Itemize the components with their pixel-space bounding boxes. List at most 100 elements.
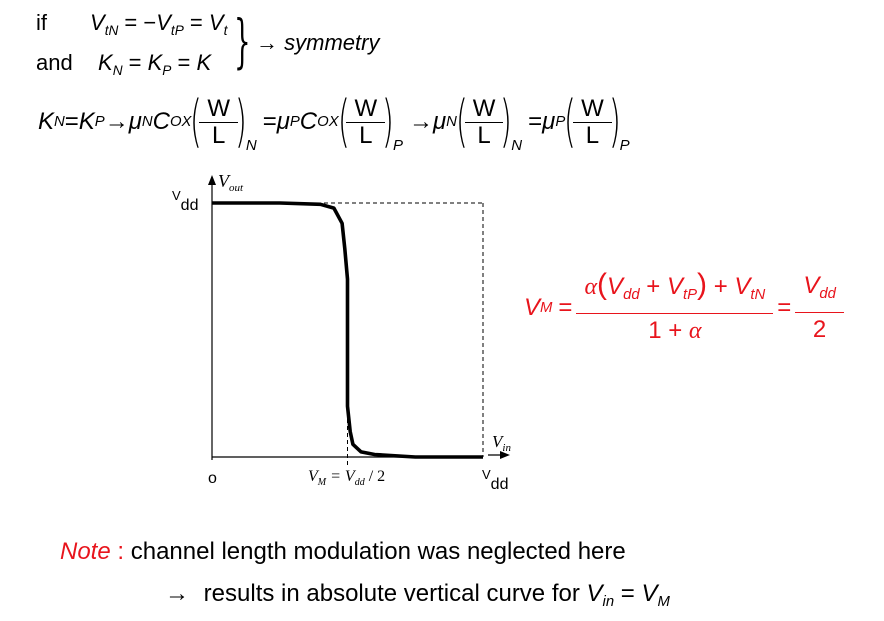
operator: = [528,108,543,135]
up-arrow-icon [208,175,216,185]
symbol-v: V [90,10,105,35]
symbol-v: V [308,468,320,485]
fraction-denominator: L [464,121,504,149]
denominator-one-plus: 1 + [648,316,689,344]
y-top-label: Vdd [172,188,198,214]
subscript: t [223,22,228,38]
left-paren: ( [455,89,468,154]
subscript: N [511,137,523,154]
symbol-v: V [641,580,658,607]
vtc-curve [212,201,483,459]
subscript: tP [682,287,698,304]
right-arrow-icon: → [104,108,129,135]
fraction-numerator: W [354,94,378,122]
symbol-v: V [803,272,820,300]
left-paren: ( [564,89,577,154]
subscript: N [141,114,153,130]
subscript: M [540,300,553,316]
subscript: out [229,182,244,194]
right-paren: ) [234,89,247,154]
symbol-k: K [196,50,212,75]
left-paren: ( [597,268,608,302]
equals-v: = V [326,468,357,485]
right-arrow-icon: → [165,580,189,607]
subscript: dd [181,197,199,214]
subscript: N [54,114,65,130]
right-arrow-icon: → [409,108,434,135]
vdd-denominator: 2 [795,311,844,347]
subscript: P [162,62,172,78]
subscript: M [317,477,327,488]
vm-fraction: α(Vdd + VtP) + VtN 1 + α [576,268,774,347]
y-axis-label: Vout [218,171,244,194]
fraction-denominator: L [573,121,612,149]
symbol-k: K [38,108,55,135]
right-paren: ) [697,268,708,302]
note-line-1: Note : channel length modulation was neg… [60,538,626,566]
fraction-numerator: W [207,94,230,122]
operator: + [639,273,667,301]
note-line-2: → results in absolute vertical curve for… [165,580,670,610]
operator: = [183,10,209,35]
subscript: tN [750,287,766,304]
condition-result: → symmetry [256,30,379,56]
subscript: in [502,442,511,454]
operator: = [262,108,277,135]
symbol-alpha: α [584,274,598,301]
symbol-v: V [586,580,603,607]
symbol-alpha: α [688,317,702,344]
divide-by-two: / 2 [365,468,385,485]
symbol-c: C [299,108,318,135]
symbol-v: V [156,10,171,35]
vdd-over-two-fraction: Vdd 2 [795,269,844,346]
symbol-c: C [152,108,170,135]
condition-line-1: VtN = −VtP = Vt [90,10,227,38]
note-colon: : [110,538,131,565]
x-right-label: Vdd [482,467,508,493]
subscript: N [245,137,257,154]
symbol-v: V [734,273,751,301]
symbol-k: K [147,50,163,75]
symbol-v: V [666,273,683,301]
fraction-denominator: L [199,121,238,149]
condition-and-label: and [36,50,73,75]
note-label: Note [60,538,111,565]
vtc-graph: Vout Vdd o Vin Vdd VM = Vdd / 2 [172,171,511,493]
operator: = [620,580,642,607]
subscript: N [112,62,123,78]
subscript: dd [491,476,509,493]
symbol-k: K [98,50,113,75]
right-arrow-icon [500,451,510,459]
right-paren: ) [608,89,621,154]
subscript: M [657,594,670,611]
symbol-mu: μ [128,108,142,135]
right-arrow-icon: → [256,30,278,55]
symbol-v: V [482,467,491,482]
condition-line-2: KN = KP = K [98,50,211,78]
operator: = − [118,10,157,35]
fraction-numerator: W [472,94,496,122]
vm-denominator: 1 + α [576,312,774,348]
symmetry-label: symmetry [284,30,380,55]
symbol-v: V [218,171,231,191]
subscript: dd [355,477,366,488]
subscript: P [393,137,404,154]
subscript: tN [104,22,119,38]
subscript: in [602,594,615,611]
symbol-mu: μ [433,108,447,135]
vdd-numerator: Vdd [799,269,840,311]
symbol-v: V [492,432,505,451]
symbol-mu: μ [542,108,556,135]
symbol-mu: μ [276,108,290,135]
operator: = [558,294,573,321]
x-axis-label: Vin [492,432,511,454]
vm-numerator: α(Vdd + VtP) + VtN [580,268,769,312]
subscript: tP [170,22,184,38]
right-paren: ) [500,89,513,154]
condition-if-label: if [36,10,47,35]
